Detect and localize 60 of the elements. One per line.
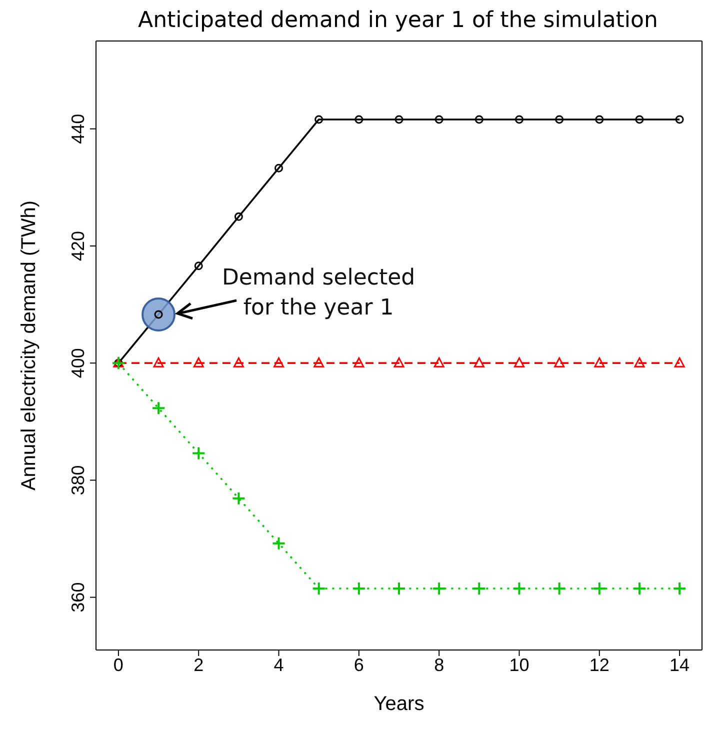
x-tick-label: 10 — [509, 654, 530, 675]
y-tick-label: 360 — [68, 582, 88, 612]
y-tick-label: 420 — [68, 230, 88, 261]
point — [192, 446, 206, 460]
x-tick-label: 0 — [113, 654, 124, 675]
x-tick-label: 4 — [274, 654, 284, 675]
point — [392, 582, 406, 596]
point — [312, 582, 326, 596]
point — [394, 357, 404, 368]
point — [272, 536, 286, 550]
point — [314, 115, 324, 124]
point — [552, 582, 566, 596]
point — [234, 212, 243, 221]
point — [595, 115, 604, 124]
point — [394, 115, 404, 124]
x-axis-title: Years — [374, 693, 424, 715]
x-tick-label: 2 — [194, 654, 204, 675]
point — [594, 357, 605, 368]
point — [232, 491, 246, 506]
chart-title: Anticipated demand in year 1 of the simulation — [137, 8, 659, 35]
point — [514, 357, 524, 368]
point — [555, 115, 564, 124]
point — [672, 582, 687, 596]
point — [512, 582, 526, 596]
point — [675, 115, 684, 124]
point — [354, 357, 364, 368]
point — [474, 357, 484, 368]
y-tick-label: 400 — [68, 348, 88, 378]
point — [193, 357, 204, 368]
x-tick-label: 12 — [589, 654, 610, 675]
point — [153, 357, 164, 368]
point — [152, 401, 166, 416]
point — [635, 115, 644, 124]
x-tick-label: 14 — [670, 654, 690, 675]
point — [474, 115, 484, 124]
point — [354, 115, 364, 124]
x-tick-label: 6 — [354, 654, 364, 675]
point — [434, 357, 444, 368]
point — [274, 164, 284, 172]
point — [674, 357, 685, 368]
point — [434, 115, 444, 124]
point — [634, 357, 645, 368]
point — [592, 582, 606, 596]
y-tick-label: 440 — [68, 114, 88, 144]
point — [314, 357, 324, 368]
point — [514, 115, 524, 124]
point — [111, 356, 126, 370]
point — [274, 357, 284, 368]
x-tick-label: 8 — [434, 654, 444, 675]
point — [632, 582, 646, 596]
annotation: Demand selected for the year 1 — [222, 265, 416, 320]
point — [472, 582, 486, 596]
point — [554, 357, 565, 368]
point — [352, 582, 366, 596]
point — [142, 297, 176, 332]
y-axis-title: Annual electricity demand (TWh) — [18, 200, 40, 491]
point — [432, 582, 446, 596]
point — [194, 262, 203, 270]
y-tick-label: 380 — [68, 465, 88, 496]
point — [233, 357, 244, 368]
